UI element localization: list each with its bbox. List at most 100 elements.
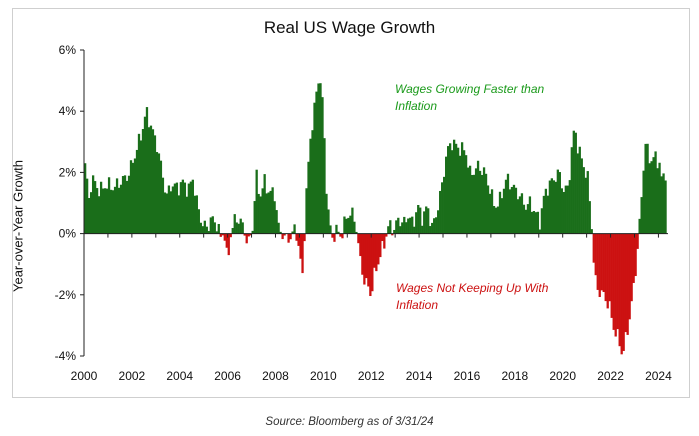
bar bbox=[125, 180, 129, 234]
bar bbox=[413, 226, 416, 234]
bar bbox=[277, 222, 280, 234]
bar bbox=[327, 209, 330, 234]
bar bbox=[239, 218, 242, 234]
bar bbox=[510, 187, 514, 234]
bar bbox=[458, 155, 462, 234]
bar bbox=[648, 163, 651, 234]
bar bbox=[379, 233, 382, 258]
bar bbox=[417, 205, 420, 234]
bar bbox=[437, 210, 440, 234]
bar bbox=[590, 229, 593, 234]
bar bbox=[127, 175, 131, 234]
bar bbox=[279, 231, 282, 234]
bar bbox=[287, 233, 290, 243]
bar bbox=[185, 196, 189, 234]
bar bbox=[207, 231, 210, 234]
bar bbox=[227, 233, 230, 256]
bar bbox=[610, 233, 613, 318]
x-tick-label: 2000 bbox=[71, 369, 98, 383]
bar bbox=[139, 140, 143, 234]
bar bbox=[520, 193, 524, 234]
bar bbox=[558, 172, 561, 234]
bar bbox=[568, 180, 571, 234]
bar bbox=[323, 138, 326, 234]
bar bbox=[119, 184, 123, 234]
bar bbox=[255, 169, 258, 234]
bar bbox=[225, 233, 228, 248]
bar bbox=[177, 195, 181, 234]
bar bbox=[315, 91, 318, 234]
bar bbox=[303, 233, 306, 242]
bar bbox=[217, 223, 220, 234]
bar bbox=[211, 216, 214, 234]
bar bbox=[253, 201, 256, 234]
bar bbox=[341, 233, 344, 239]
bar bbox=[117, 187, 121, 234]
annotation-text: Inflation bbox=[396, 298, 438, 312]
bar bbox=[494, 207, 498, 234]
bar bbox=[87, 198, 91, 234]
x-tick-label: 2020 bbox=[549, 369, 576, 383]
bar bbox=[311, 130, 314, 234]
bar bbox=[167, 185, 171, 234]
bar bbox=[564, 185, 567, 234]
bar bbox=[123, 175, 127, 234]
bar bbox=[343, 216, 346, 234]
bar bbox=[387, 226, 390, 234]
bar bbox=[630, 233, 633, 302]
bar bbox=[646, 143, 649, 234]
bar bbox=[654, 151, 657, 234]
bar bbox=[606, 233, 609, 309]
bar bbox=[145, 107, 149, 234]
bar bbox=[498, 191, 502, 234]
x-tick-label: 2022 bbox=[597, 369, 624, 383]
x-tick-label: 2002 bbox=[119, 369, 146, 383]
bar bbox=[546, 195, 550, 234]
bar bbox=[161, 177, 165, 234]
bar bbox=[283, 233, 286, 236]
bar bbox=[447, 146, 450, 234]
bar bbox=[301, 233, 304, 274]
bar bbox=[295, 233, 298, 241]
bar bbox=[305, 188, 308, 234]
bar bbox=[199, 222, 202, 234]
bar bbox=[281, 233, 284, 240]
bar bbox=[381, 233, 384, 242]
bar bbox=[409, 217, 412, 234]
bar bbox=[345, 218, 348, 234]
bar bbox=[500, 198, 504, 234]
wage-growth-chart: -4% -2% 0% 2% 4% 6% 2000 2002 2004 2006 2008 2010 20… bbox=[55, 43, 672, 383]
bar bbox=[405, 222, 408, 234]
bar bbox=[375, 233, 378, 272]
bar bbox=[612, 233, 615, 330]
bar bbox=[496, 206, 500, 234]
bar bbox=[297, 233, 300, 246]
bar bbox=[600, 233, 603, 291]
bar bbox=[614, 233, 617, 337]
bar bbox=[474, 168, 478, 234]
bar bbox=[179, 182, 183, 234]
bar bbox=[203, 220, 206, 234]
bar bbox=[191, 179, 194, 234]
bar bbox=[371, 233, 374, 292]
bar bbox=[213, 222, 216, 234]
bar bbox=[538, 229, 542, 234]
bar bbox=[492, 206, 496, 234]
bar bbox=[333, 233, 336, 242]
bar bbox=[173, 183, 177, 234]
bar bbox=[307, 161, 310, 234]
bar bbox=[415, 212, 418, 234]
bar bbox=[602, 233, 605, 292]
bar bbox=[237, 223, 240, 234]
bar bbox=[219, 233, 222, 237]
bar bbox=[588, 201, 591, 234]
bar bbox=[644, 143, 647, 234]
bar bbox=[552, 180, 556, 234]
bar bbox=[193, 195, 196, 234]
bar bbox=[233, 214, 236, 234]
bar bbox=[433, 218, 436, 234]
bar bbox=[229, 233, 232, 238]
bar bbox=[245, 233, 248, 244]
bar bbox=[147, 127, 151, 234]
bar bbox=[419, 207, 422, 234]
